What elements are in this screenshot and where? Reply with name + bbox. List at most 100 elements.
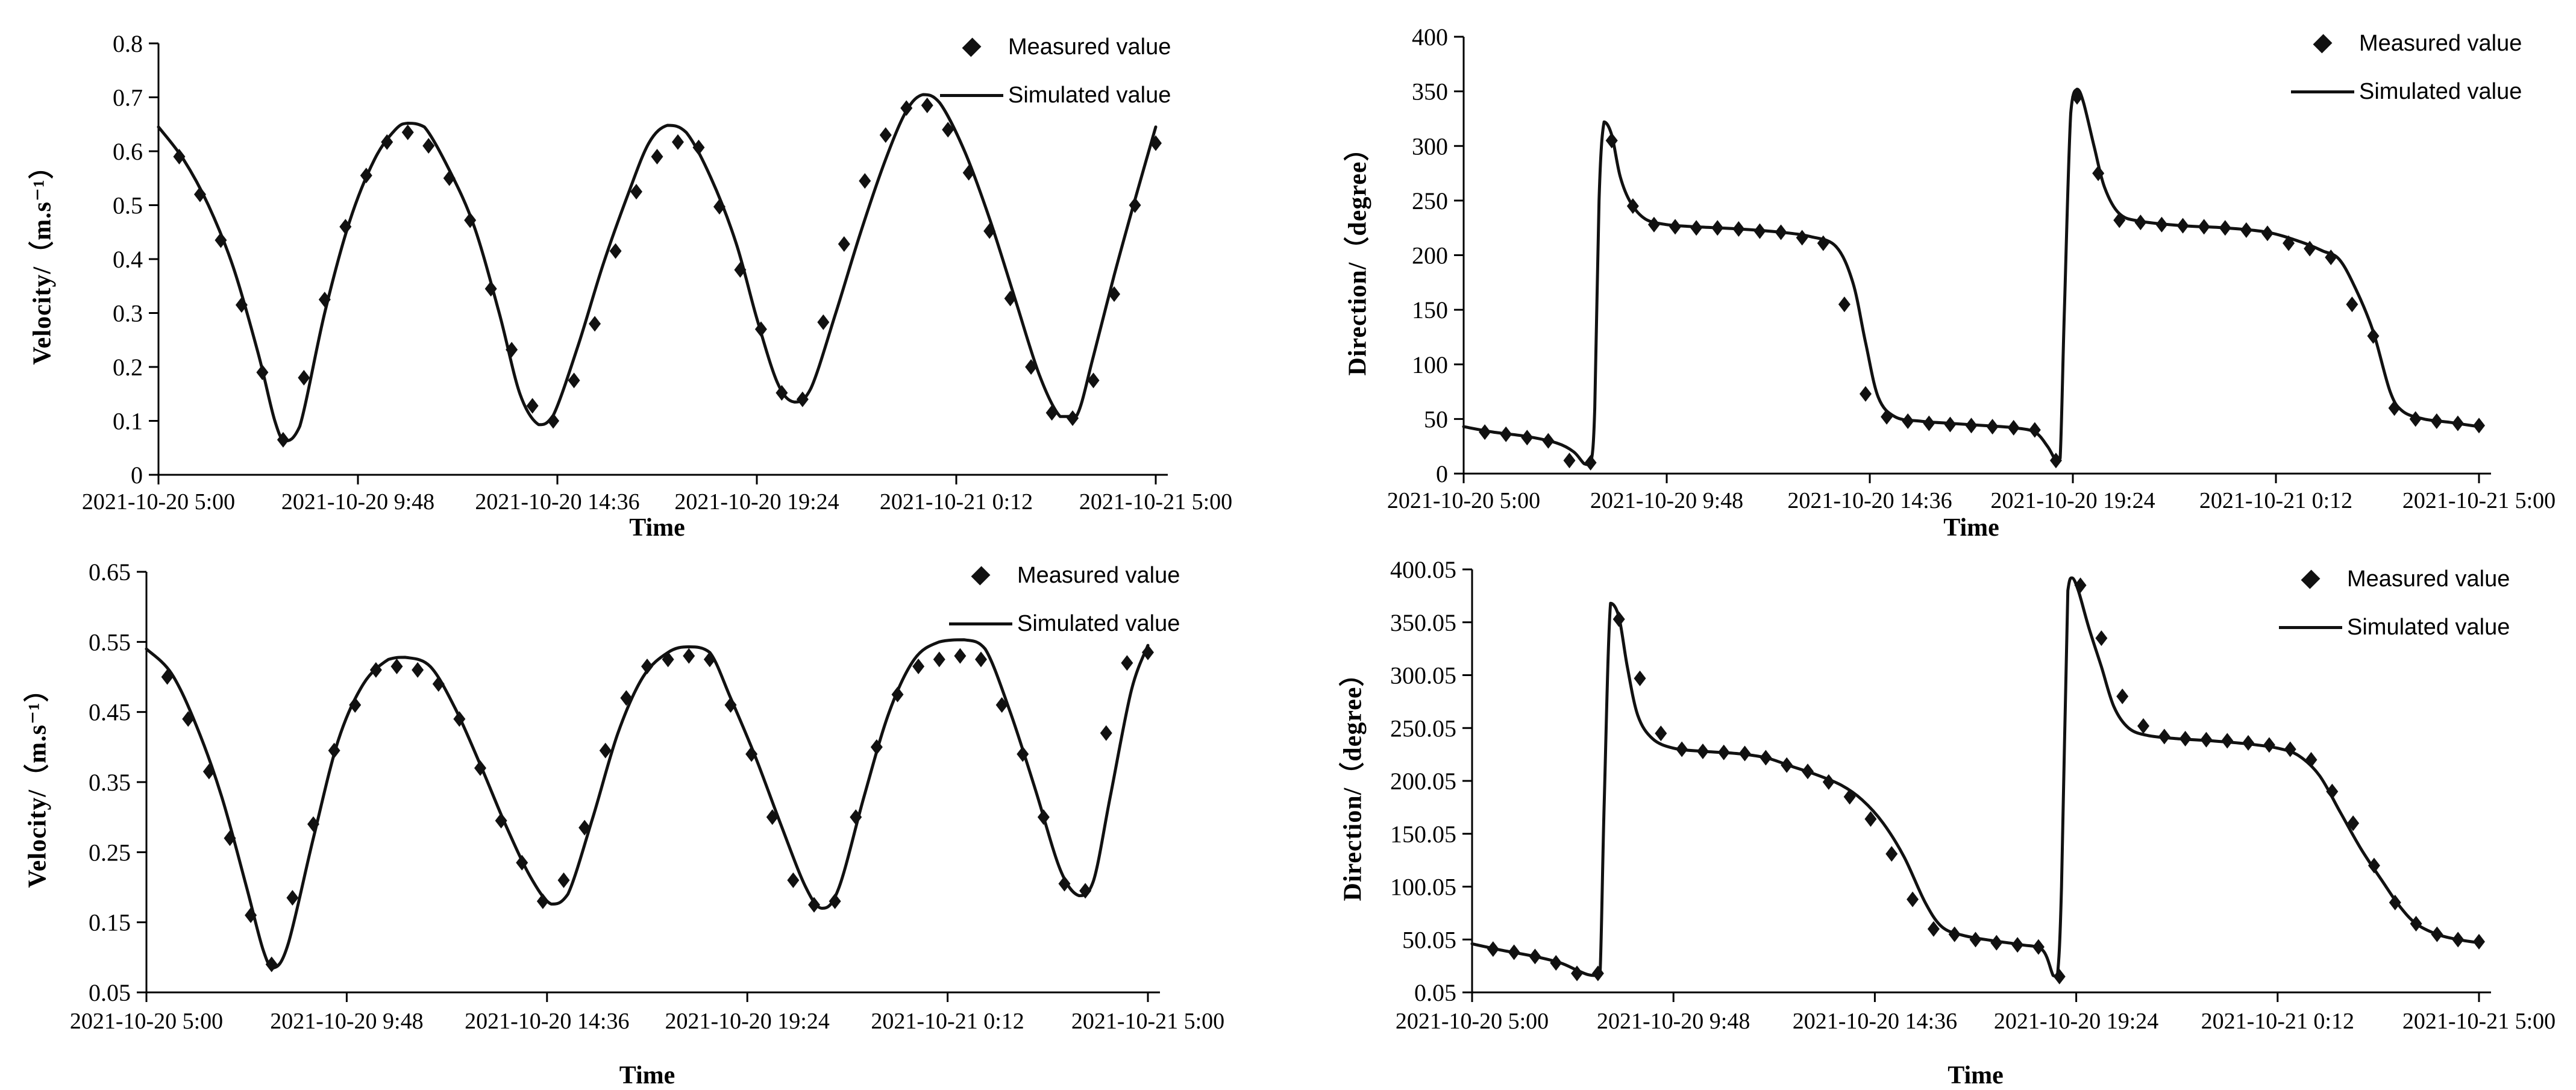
x-tick-label: 2021-10-20 5:00 <box>1396 1009 1549 1034</box>
y-tick-label: 400.05 <box>1390 556 1456 583</box>
measured-point <box>1067 410 1079 427</box>
x-axis-ticks: 2021-10-20 5:00 2021-10-20 9:48 2021-10-20… <box>70 992 1224 1034</box>
y-tick-label: 0 <box>131 462 143 489</box>
y-tick-label: 350 <box>1412 78 1448 105</box>
measured-point <box>2007 419 2020 436</box>
x-axis-ticks: 2021-10-20 5:00 2021-10-20 9:48 2021-10-20… <box>82 475 1232 515</box>
x-tick-label: 2021-10-21 5:00 <box>1071 1009 1224 1034</box>
measured-marker-icon <box>940 34 1003 60</box>
simulated-line-icon <box>2291 78 2354 105</box>
measured-point <box>2409 411 2422 427</box>
measured-point <box>1796 230 1808 246</box>
x-tick-label: 2021-10-20 14:36 <box>1787 488 1952 513</box>
x-tick-label: 2021-10-20 19:24 <box>665 1009 830 1034</box>
measured-point <box>589 316 601 332</box>
legend-label: Measured value <box>2347 566 2510 592</box>
legend-item-measured: Measured value <box>2291 30 2522 57</box>
measured-point <box>1717 744 1730 760</box>
legend: Measured value Simulated value <box>2279 566 2510 641</box>
measured-point <box>609 243 622 259</box>
measured-point <box>703 651 716 668</box>
measured-point <box>1045 405 1058 421</box>
legend-item-simulated: Simulated value <box>2291 78 2522 105</box>
y-tick-label: 300 <box>1412 133 1448 160</box>
measured-point <box>954 648 967 664</box>
measured-point <box>256 364 269 380</box>
chart-direction-upper: 0 50 100 150 200 250 300 350 400 2021-10-20 5:00 2… <box>1288 0 2576 544</box>
measured-point <box>2095 630 2108 647</box>
measured-point <box>1004 290 1017 307</box>
x-tick-label: 2021-10-20 9:48 <box>1597 1009 1750 1034</box>
y-tick-label: 300.05 <box>1390 662 1456 689</box>
measured-point <box>2071 89 2084 105</box>
measured-point <box>1859 386 1872 402</box>
plot-area: 0.05 50.05 100.05 150.05 200.05 250.05 300.05 3… <box>1390 556 2556 1034</box>
simulated-line <box>145 638 1150 969</box>
measured-point <box>870 739 883 755</box>
measured-point <box>2049 453 2062 469</box>
measured-point <box>2473 933 2485 950</box>
measured-point <box>683 648 695 664</box>
x-tick-label: 2021-10-20 19:24 <box>674 489 839 515</box>
simulated-line <box>1462 87 2481 466</box>
measured-point <box>2198 219 2210 235</box>
measured-point <box>850 809 862 825</box>
measured-point <box>745 746 758 762</box>
x-tick-label: 2021-10-21 5:00 <box>2402 1009 2556 1034</box>
measured-point <box>921 97 933 113</box>
measured-point <box>443 170 456 186</box>
measured-point <box>1838 296 1851 313</box>
legend: Measured value Simulated value <box>940 34 1171 108</box>
measured-point <box>2053 968 2066 985</box>
measured-point <box>1591 965 1604 982</box>
y-axis-ticks: 0 50 100 150 200 250 300 350 400 <box>1412 23 1464 487</box>
measured-point <box>1584 454 1597 471</box>
measured-point <box>1058 875 1071 892</box>
measured-point <box>2176 218 2189 234</box>
measured-point <box>1843 789 1856 805</box>
measured-point <box>1605 133 1618 149</box>
legend-item-measured: Measured value <box>940 34 1171 60</box>
y-tick-label: 100 <box>1412 351 1448 378</box>
measured-point <box>891 686 904 703</box>
legend-label: Measured value <box>1017 562 1180 588</box>
y-tick-label: 0.65 <box>89 559 131 586</box>
measured-point <box>526 398 539 414</box>
legend-item-measured: Measured value <box>949 562 1180 589</box>
measured-point <box>2389 894 2401 910</box>
measured-point <box>776 384 788 401</box>
measured-point <box>1676 741 1688 757</box>
measured-point <box>2116 688 2129 704</box>
measured-point <box>2388 400 2401 416</box>
x-tick-label: 2021-10-21 0:12 <box>871 1009 1024 1034</box>
measured-point <box>2305 751 2317 768</box>
measured-point <box>1563 453 1576 469</box>
measured-point <box>1907 891 1919 907</box>
measured-marker-icon <box>2279 566 2342 592</box>
y-tick-label: 200 <box>1412 242 1448 269</box>
measured-point <box>975 651 987 668</box>
measured-point <box>2074 577 2087 594</box>
measured-point <box>422 138 435 154</box>
legend: Measured value Simulated value <box>2291 30 2522 105</box>
plot-area: 0 0.1 0.2 0.3 0.4 0.5 0.6 0.7 0.8 2021-10-20 5:00… <box>82 30 1232 515</box>
legend-label: Simulated value <box>1017 610 1180 636</box>
y-axis-title: Direction/（degree） <box>1344 134 1372 376</box>
legend-label: Simulated value <box>1008 82 1171 108</box>
measured-point <box>173 148 186 164</box>
measured-point <box>1760 750 1772 766</box>
measured-point <box>495 812 507 828</box>
x-tick-label: 2021-10-20 9:48 <box>1590 488 1743 513</box>
measured-point <box>193 186 206 202</box>
y-tick-label: 150 <box>1412 296 1448 324</box>
measured-point <box>2179 730 2192 747</box>
legend-label: Measured value <box>1008 34 1171 60</box>
y-tick-label: 400 <box>1412 23 1448 51</box>
x-tick-label: 2021-10-21 0:12 <box>2201 1009 2354 1034</box>
measured-point <box>474 760 486 776</box>
measured-point <box>1025 359 1038 375</box>
y-tick-label: 0.45 <box>89 699 131 726</box>
measured-point <box>1479 424 1491 440</box>
